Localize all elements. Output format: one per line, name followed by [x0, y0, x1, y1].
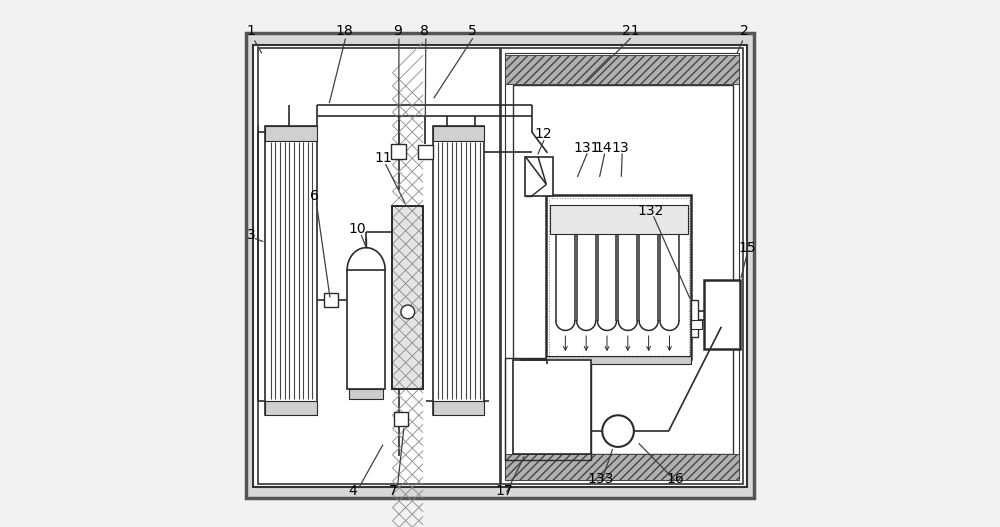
Text: 10: 10 [349, 222, 367, 236]
Bar [505, 358, 591, 460]
Bar [433, 401, 484, 415]
Bar [392, 206, 423, 389]
Bar [549, 198, 689, 357]
Text: 21: 21 [622, 24, 640, 37]
Text: 14: 14 [594, 141, 612, 154]
Bar [704, 280, 740, 349]
Bar [546, 356, 691, 364]
Bar [505, 55, 739, 84]
Bar [513, 85, 733, 454]
Bar [505, 53, 739, 480]
Bar [324, 293, 338, 307]
Text: 18: 18 [336, 24, 353, 37]
Text: 132: 132 [638, 204, 664, 218]
Bar [349, 389, 383, 399]
Bar [550, 205, 688, 234]
Bar [513, 360, 591, 454]
Text: 3: 3 [247, 228, 256, 241]
Text: 7: 7 [389, 484, 398, 498]
Text: 12: 12 [534, 128, 552, 141]
Circle shape [602, 415, 634, 447]
Text: 131: 131 [573, 141, 600, 154]
Bar [246, 33, 754, 498]
Bar [505, 454, 739, 480]
Text: 1: 1 [247, 24, 256, 37]
Bar [258, 48, 500, 484]
Text: 2: 2 [740, 24, 749, 37]
Text: 5: 5 [468, 24, 477, 37]
Bar [691, 300, 698, 337]
Text: 8: 8 [420, 24, 429, 37]
Text: 15: 15 [739, 241, 757, 255]
Bar [433, 126, 484, 141]
Bar [347, 270, 385, 389]
Text: 9: 9 [393, 24, 402, 37]
Bar [691, 320, 702, 329]
Text: 11: 11 [374, 151, 392, 165]
Bar [265, 401, 317, 415]
Bar [546, 195, 691, 359]
Text: 17: 17 [495, 484, 513, 498]
Bar [391, 144, 406, 159]
Bar [525, 157, 553, 196]
Text: 6: 6 [310, 189, 319, 203]
Text: 133: 133 [587, 472, 613, 485]
Bar [433, 126, 484, 415]
Bar [253, 45, 747, 487]
Bar [265, 126, 317, 415]
Bar [501, 48, 743, 484]
Bar [418, 145, 433, 159]
Text: 16: 16 [666, 472, 684, 485]
Bar [265, 126, 317, 141]
Circle shape [401, 305, 415, 319]
Bar [392, 206, 423, 389]
Text: 4: 4 [348, 484, 357, 498]
Bar [394, 412, 408, 426]
Text: 13: 13 [611, 141, 629, 154]
